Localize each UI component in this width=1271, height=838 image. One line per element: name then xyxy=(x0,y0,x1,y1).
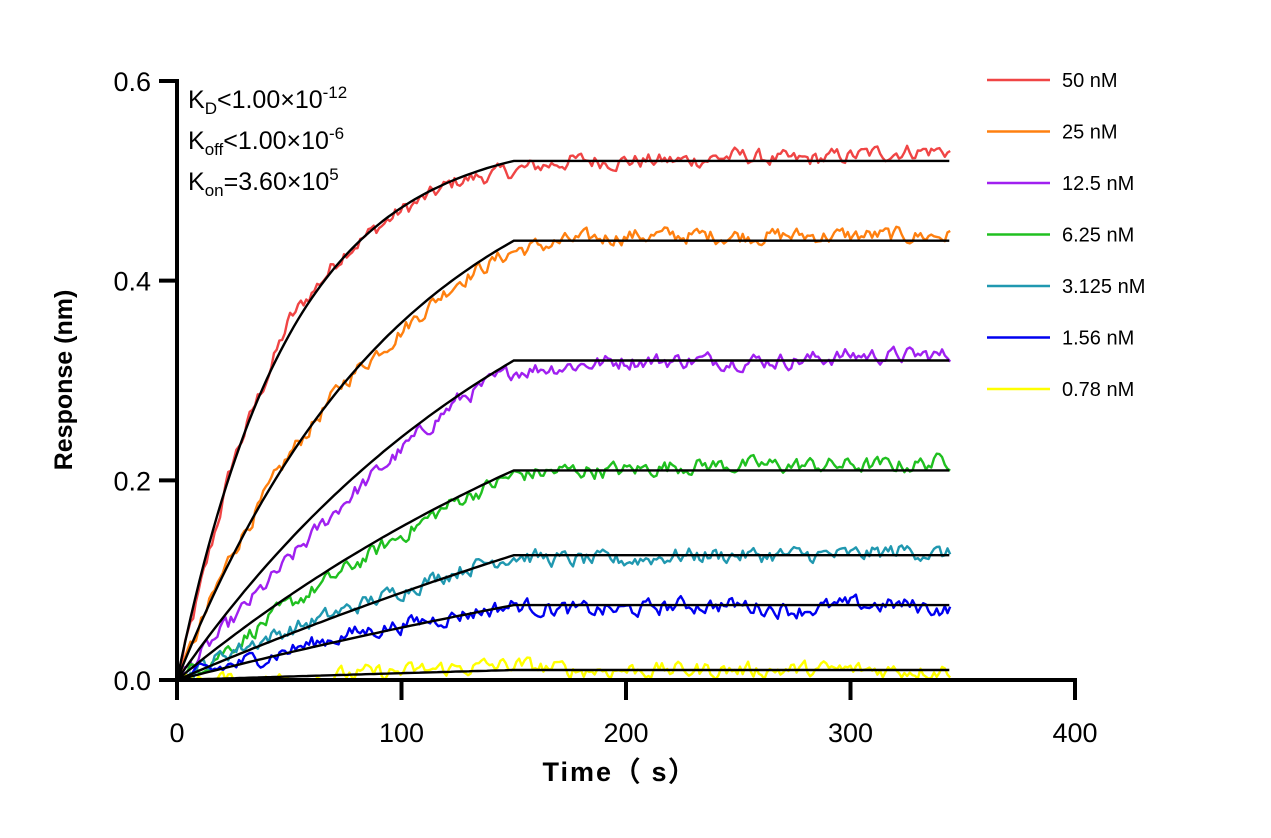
x-tick-label: 400 xyxy=(1052,718,1097,748)
koff-annotation: Koff<1.00×10-6 xyxy=(188,124,344,159)
y-tick-label: 0.2 xyxy=(113,466,151,496)
fit-6-25-nM xyxy=(176,469,950,681)
y-axis-label: Response (nm) xyxy=(50,290,78,471)
y-tick-label: 0.6 xyxy=(113,67,151,97)
kon-annotation: Kon=3.60×105 xyxy=(188,165,339,200)
axes: 0 100 200 300 400 0.0 0.2 0.4 0.6 xyxy=(113,67,1097,748)
fit-12-5-nM xyxy=(176,359,950,681)
y-tick-label: 0.4 xyxy=(113,267,151,297)
plot-traces xyxy=(175,144,952,682)
x-tick-label: 0 xyxy=(169,718,184,748)
x-axis-label: Time（ s） xyxy=(542,757,697,787)
x-tick-label: 100 xyxy=(379,718,424,748)
fit-3-125-nM xyxy=(176,554,950,682)
legend-label: 12.5 nM xyxy=(1062,173,1134,195)
legend-label: 25 nM xyxy=(1062,122,1118,144)
legend-label: 0.78 nM xyxy=(1062,379,1134,401)
trace-1-56-nM xyxy=(176,593,952,682)
fit-lines xyxy=(175,159,950,682)
legend: 50 nM 25 nM 12.5 nM 6.25 nM 3.125 nM 1.56 nM 0… xyxy=(987,70,1145,401)
trace-50-nM xyxy=(175,144,951,681)
fit-0-78-nM xyxy=(176,668,950,682)
legend-label: 1.56 nM xyxy=(1062,328,1134,350)
fit-25-nM xyxy=(175,239,950,681)
legend-label: 6.25 nM xyxy=(1062,225,1134,247)
legend-label: 3.125 nM xyxy=(1062,276,1145,298)
kinetic-annotations: KD<1.00×10-12 Koff<1.00×10-6 Kon=3.60×10… xyxy=(188,83,347,200)
trace-12-5-nM xyxy=(176,345,952,681)
x-tick-label: 200 xyxy=(603,718,648,748)
x-tick-label: 300 xyxy=(828,718,873,748)
y-tick-label: 0.0 xyxy=(113,666,151,696)
fit-50-nM xyxy=(175,159,950,681)
trace-3-125-nM xyxy=(176,544,952,682)
legend-label: 50 nM xyxy=(1062,70,1118,92)
kd-annotation: KD<1.00×10-12 xyxy=(188,83,347,118)
fit-1-56-nM xyxy=(176,603,950,682)
